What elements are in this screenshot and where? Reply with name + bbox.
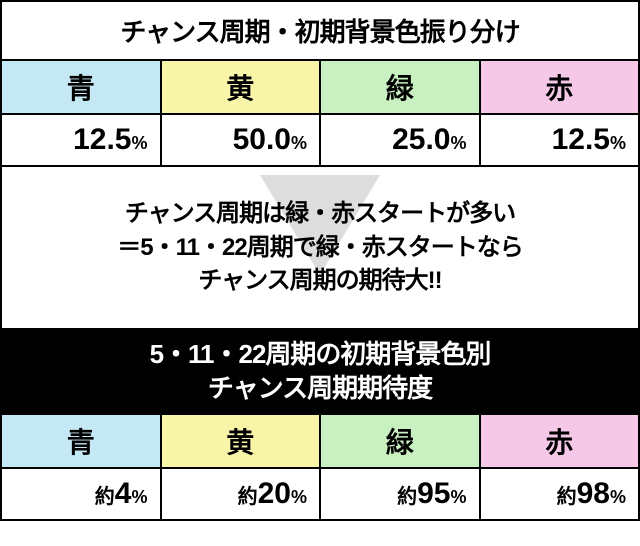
val-pct: % [450, 487, 466, 507]
val-pct: % [610, 133, 626, 153]
title-2: 5・11・22周期の初期背景色別 チャンス周期期待度 [2, 328, 638, 416]
header-blue-2: 青 [2, 415, 162, 467]
val-pct: % [131, 487, 147, 507]
val-pct: % [450, 133, 466, 153]
val-prefix: 約 [238, 486, 258, 508]
val-prefix: 約 [557, 486, 577, 508]
title-2-line-2: チャンス周期期待度 [2, 372, 638, 406]
val-num: 95 [417, 477, 450, 510]
val-num: 98 [577, 477, 610, 510]
header-row-2: 青 黄 緑 赤 [2, 415, 638, 469]
title-2-line-1: 5・11・22周期の初期背景色別 [2, 338, 638, 372]
val-prefix: 約 [95, 486, 115, 508]
header-red-2: 赤 [481, 415, 639, 467]
val-num: 12.5 [552, 123, 610, 156]
value-yellow-2: 約20% [162, 469, 322, 519]
val-pct: % [131, 133, 147, 153]
value-green-1: 25.0% [321, 115, 481, 165]
value-row-1: 12.5% 50.0% 25.0% 12.5% [2, 115, 638, 165]
value-red-2: 約98% [481, 469, 639, 519]
val-prefix: 約 [397, 486, 417, 508]
val-pct: % [291, 133, 307, 153]
middle-line-3: チャンス周期の期待大!! [2, 264, 638, 298]
title-1: チャンス周期・初期背景色振り分け [2, 2, 638, 61]
middle-line-1: チャンス周期は緑・赤スタートが多い [2, 197, 638, 231]
val-num: 20 [258, 477, 291, 510]
main-container: チャンス周期・初期背景色振り分け 青 黄 緑 赤 12.5% 50.0% 25.… [0, 0, 640, 521]
middle-text: チャンス周期は緑・赤スタートが多い ＝5・11・22周期で緑・赤スタートなら チ… [2, 197, 638, 298]
header-green: 緑 [321, 61, 481, 113]
val-num: 50.0 [233, 123, 291, 156]
header-yellow-2: 黄 [162, 415, 322, 467]
value-blue-1: 12.5% [2, 115, 162, 165]
value-yellow-1: 50.0% [162, 115, 322, 165]
header-yellow: 黄 [162, 61, 322, 113]
header-blue: 青 [2, 61, 162, 113]
header-row-1: 青 黄 緑 赤 [2, 61, 638, 115]
value-red-1: 12.5% [481, 115, 639, 165]
val-pct: % [291, 487, 307, 507]
middle-section: チャンス周期は緑・赤スタートが多い ＝5・11・22周期で緑・赤スタートなら チ… [2, 165, 638, 328]
middle-line-2: ＝5・11・22周期で緑・赤スタートなら [2, 231, 638, 265]
value-blue-2: 約4% [2, 469, 162, 519]
val-num: 25.0 [392, 123, 450, 156]
val-num: 12.5 [73, 123, 131, 156]
header-green-2: 緑 [321, 415, 481, 467]
val-num: 4 [115, 477, 132, 510]
header-red: 赤 [481, 61, 639, 113]
val-pct: % [610, 487, 626, 507]
value-green-2: 約95% [321, 469, 481, 519]
value-row-2: 約4% 約20% 約95% 約98% [2, 469, 638, 519]
